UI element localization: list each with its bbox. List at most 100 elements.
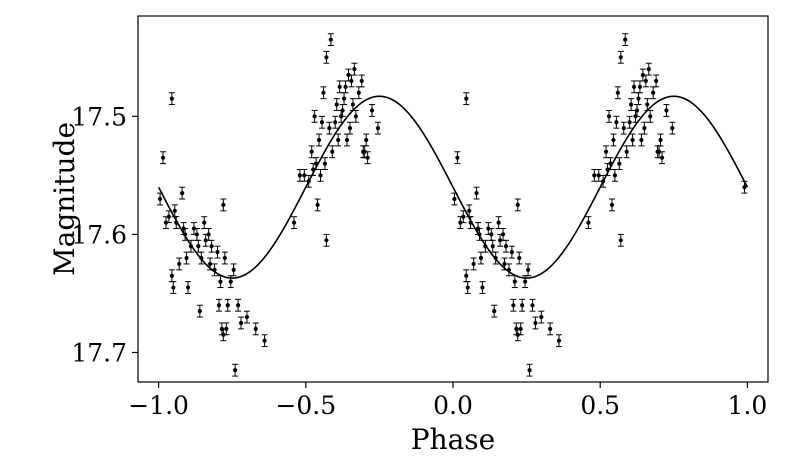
- data-point: [227, 275, 234, 289]
- point-marker: [228, 279, 233, 284]
- data-point: [538, 310, 545, 324]
- point-marker: [341, 96, 347, 101]
- point-marker: [630, 137, 635, 143]
- data-point: [168, 92, 175, 106]
- data-point: [492, 251, 499, 265]
- point-marker: [643, 78, 648, 84]
- point-marker: [206, 232, 211, 237]
- data-point: [500, 228, 507, 241]
- point-marker: [319, 120, 325, 125]
- point-marker: [634, 108, 640, 113]
- data-point: [311, 109, 318, 123]
- data-point: [352, 109, 359, 123]
- point-marker: [518, 326, 523, 331]
- point-marker: [171, 285, 176, 290]
- point-marker: [506, 267, 512, 272]
- point-marker: [592, 173, 597, 178]
- point-marker: [464, 96, 469, 101]
- data-point: [516, 251, 523, 265]
- data-point: [320, 86, 327, 100]
- data-point: [617, 233, 624, 247]
- data-point: [346, 121, 353, 135]
- data-point: [476, 228, 483, 241]
- point-marker: [322, 161, 328, 166]
- data-point: [363, 133, 370, 147]
- point-marker: [235, 303, 241, 308]
- point-marker: [185, 285, 191, 290]
- point-marker: [474, 190, 479, 196]
- data-point: [374, 121, 381, 135]
- point-marker: [614, 120, 619, 125]
- data-point: [460, 210, 467, 224]
- data-point: [491, 304, 498, 318]
- point-marker: [174, 220, 179, 225]
- point-marker: [452, 196, 457, 202]
- data-point: [626, 115, 633, 129]
- x-tick-label: 0.5: [580, 391, 620, 420]
- point-marker: [202, 220, 207, 225]
- model-curve-line: [157, 95, 749, 279]
- data-point: [585, 216, 592, 230]
- data-point: [369, 104, 376, 117]
- point-marker: [344, 137, 350, 143]
- point-marker: [654, 78, 659, 84]
- data-point: [454, 151, 461, 165]
- point-marker: [330, 149, 335, 154]
- point-marker: [364, 137, 369, 143]
- data-point: [614, 86, 621, 100]
- point-marker: [606, 114, 612, 119]
- point-marker: [517, 255, 522, 261]
- point-marker: [312, 114, 317, 119]
- data-point: [182, 228, 189, 241]
- point-marker: [215, 250, 220, 255]
- point-marker: [337, 84, 342, 89]
- data-point: [323, 50, 330, 64]
- point-marker: [216, 303, 222, 308]
- data-point: [235, 298, 242, 312]
- point-marker: [618, 55, 623, 60]
- point-marker: [334, 102, 339, 107]
- point-marker: [253, 326, 258, 331]
- point-marker: [530, 303, 535, 308]
- point-marker: [471, 261, 476, 267]
- point-marker: [365, 155, 370, 160]
- data-point: [547, 322, 554, 336]
- point-marker: [314, 161, 319, 166]
- point-marker: [612, 173, 618, 178]
- data-point: [623, 145, 630, 159]
- x-tick-label: 1.0: [728, 391, 768, 420]
- data-point: [238, 316, 245, 330]
- data-point: [467, 216, 474, 230]
- data-point: [526, 363, 533, 377]
- point-marker: [318, 173, 323, 178]
- point-marker: [359, 78, 364, 84]
- data-point: [223, 322, 230, 336]
- point-marker: [212, 267, 217, 272]
- point-marker: [199, 255, 204, 261]
- point-marker: [468, 220, 473, 225]
- point-marker: [548, 326, 553, 331]
- point-marker: [659, 155, 665, 160]
- point-marker: [455, 155, 460, 160]
- y-tick-label: 17.5: [71, 102, 127, 131]
- point-marker: [188, 244, 194, 249]
- point-marker: [169, 96, 174, 101]
- data-point: [358, 74, 365, 88]
- point-marker: [353, 114, 358, 119]
- point-marker: [670, 126, 675, 131]
- data-point: [351, 62, 358, 76]
- point-marker: [297, 173, 303, 178]
- point-marker: [315, 202, 320, 208]
- point-marker: [316, 137, 322, 143]
- point-marker: [639, 137, 644, 143]
- point-marker: [509, 250, 514, 255]
- data-point: [314, 198, 321, 212]
- point-marker: [464, 273, 469, 278]
- data-point: [261, 334, 268, 348]
- point-marker: [489, 232, 494, 237]
- point-marker: [642, 126, 647, 131]
- data-point: [473, 186, 480, 200]
- point-marker: [208, 261, 213, 267]
- point-marker: [157, 196, 163, 202]
- data-point: [335, 133, 342, 147]
